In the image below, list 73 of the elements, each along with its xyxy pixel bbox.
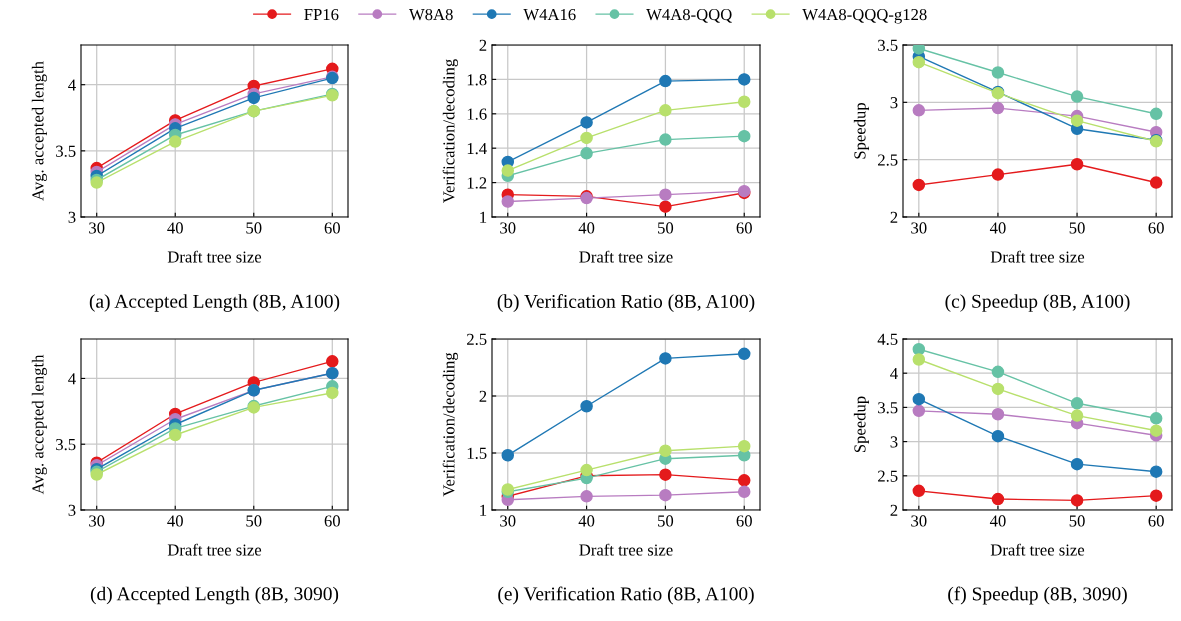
legend-label: W4A16	[523, 8, 576, 21]
x-tick-label: 60	[736, 515, 752, 527]
x-tick-label: 50	[1069, 222, 1085, 234]
x-tick-label: 60	[1148, 222, 1164, 234]
x-tick-label: 40	[989, 515, 1006, 527]
x-tick-label: 30	[500, 222, 516, 234]
y-tick-label: 4	[890, 368, 898, 379]
x-tick-label: 50	[658, 515, 674, 527]
x-tick-label: 30	[89, 515, 105, 527]
x-tick-label: 60	[736, 222, 752, 234]
text: (c) Speedup (8B, A100)	[945, 294, 1130, 312]
x-tick-label: 30	[89, 222, 105, 234]
y-tick-label: 1.2	[467, 177, 487, 189]
y-tick-label: 2	[890, 211, 898, 223]
y-axis-title: Verification/decoding	[442, 352, 458, 497]
y-tick-label: 1.5	[467, 447, 487, 460]
y-axis-title: Speedup	[853, 102, 869, 159]
x-tick-label: 30	[500, 515, 516, 527]
y-tick-label: 3.5	[878, 402, 898, 414]
x-axis-title: Draft tree size	[579, 543, 673, 556]
y-tick-label: 1.4	[467, 142, 487, 155]
legend-label: W8A8	[408, 8, 453, 21]
x-axis-title: Draft tree size	[990, 250, 1085, 263]
y-tick-label: 2	[890, 504, 898, 516]
x-tick-label: 50	[1069, 515, 1085, 527]
x-tick-label: 50	[658, 222, 674, 234]
legend-label: W4A8-QQQ	[646, 8, 732, 23]
x-tick-label: 60	[324, 515, 340, 527]
x-tick-label: 40	[167, 515, 183, 527]
y-axis-title: Verification/decoding	[442, 59, 458, 204]
x-tick-label: 40	[989, 222, 1006, 234]
x-tick-label: 30	[911, 222, 927, 234]
y-tick-label: 2.5	[878, 154, 898, 166]
y-tick-label: 3.5	[878, 39, 898, 52]
y-axis-title: Avg. accepted length	[31, 354, 47, 495]
legend-label: FP16	[304, 8, 339, 21]
x-tick-label: 30	[911, 515, 927, 527]
x-tick-label: 40	[578, 222, 595, 234]
text: (f) Speedup (8B, 3090)	[948, 586, 1127, 605]
x-tick-label: 60	[324, 222, 340, 234]
x-axis-title: Draft tree size	[579, 250, 673, 263]
y-axis-title: Avg. accepted length	[31, 61, 47, 201]
y-tick-label: 2.5	[878, 470, 898, 482]
y-tick-label: 3	[890, 97, 898, 109]
x-tick-label: 50	[246, 515, 262, 527]
x-tick-label: 40	[578, 515, 595, 527]
y-tick-label: 3	[890, 436, 898, 448]
y-tick-label: 4.5	[877, 333, 898, 346]
y-tick-label: 3	[68, 504, 76, 516]
x-axis-title: Draft tree size	[990, 543, 1085, 556]
y-tick-label: 3	[68, 211, 76, 223]
text: (e) Verification Ratio (8B, A100)	[498, 586, 754, 605]
y-tick-label: 2	[479, 39, 487, 51]
x-axis-title: Draft tree size	[167, 250, 262, 263]
x-tick-label: 50	[246, 222, 262, 234]
text: (d) Accepted Length (8B, 3090)	[90, 586, 339, 605]
y-tick-label: 3.5	[56, 145, 76, 157]
x-tick-label: 40	[167, 222, 183, 234]
y-tick-label: 4	[68, 373, 76, 385]
text: (b) Verification Ratio (8B, A100)	[497, 294, 755, 312]
y-tick-label: 3.5	[56, 438, 76, 451]
y-tick-label: 2	[479, 390, 487, 402]
y-tick-label: 1	[480, 504, 487, 516]
x-axis-title: Draft tree size	[167, 543, 262, 556]
text: (a) Accepted Length (8B, A100)	[89, 294, 340, 312]
y-tick-label: 4	[68, 79, 76, 91]
y-axis-title: Speedup	[853, 396, 869, 453]
y-tick-label: 2.5	[467, 333, 487, 346]
y-tick-label: 1	[480, 211, 487, 223]
y-tick-label: 1.8	[467, 74, 487, 86]
legend-label: W4A8-QQQ-g128	[802, 8, 927, 24]
y-tick-label: 1.6	[467, 108, 487, 120]
x-tick-label: 60	[1148, 515, 1164, 527]
